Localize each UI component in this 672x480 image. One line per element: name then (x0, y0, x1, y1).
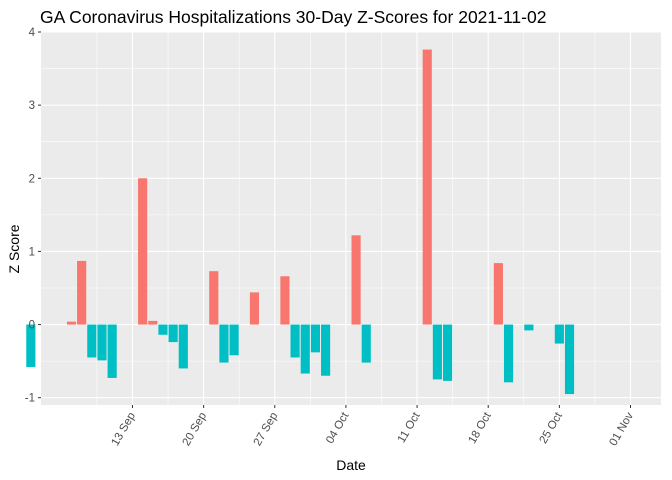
x-tick-label: 13 Sep (109, 411, 138, 449)
y-tick-label: 2 (29, 173, 35, 185)
y-axis: -1 0 1 2 3 4 (25, 27, 41, 405)
bar (107, 324, 117, 378)
x-axis: 13 Sep 20 Sep 27 Sep 04 Oct 11 Oct 18 Oct 25 O… (109, 405, 636, 448)
y-tick-label: 0 (29, 320, 35, 332)
bar (87, 324, 97, 358)
bar (493, 263, 503, 325)
y-tick-label: 4 (29, 27, 36, 39)
bar (209, 271, 219, 325)
bar (300, 324, 310, 374)
bar (351, 235, 361, 325)
x-tick-label: 20 Sep (181, 411, 210, 449)
x-tick-label: 11 Oct (396, 410, 423, 445)
bar (432, 324, 442, 380)
x-tick-label: 01 Nov (607, 410, 636, 448)
bar (168, 324, 178, 343)
x-tick-label: 18 Oct (466, 410, 494, 446)
bar (361, 324, 371, 363)
x-axis-label: Date (336, 457, 366, 473)
bar (229, 324, 239, 356)
bar (77, 260, 87, 325)
y-tick-label: 1 (29, 246, 35, 258)
bar (26, 324, 36, 367)
bar (66, 321, 77, 325)
bar (148, 320, 158, 325)
bar (524, 324, 534, 331)
y-tick-label: -1 (25, 393, 35, 405)
y-axis-label: Z Score (6, 224, 22, 273)
bar (138, 178, 148, 325)
bar (503, 324, 514, 383)
x-tick-label: 25 Oct (538, 410, 566, 446)
bar (290, 324, 300, 358)
bar (422, 49, 432, 325)
bar (219, 324, 229, 363)
bar (178, 324, 188, 369)
chart-title: GA Coronavirus Hospitalizations 30-Day Z… (40, 7, 546, 27)
bar (249, 292, 260, 325)
bar (564, 324, 575, 395)
bar (554, 324, 564, 344)
x-tick-label: 04 Oct (324, 410, 352, 446)
bar (321, 324, 331, 376)
bar (310, 324, 320, 353)
bar (158, 324, 168, 335)
bar (97, 324, 107, 361)
bar (280, 276, 290, 325)
bars-group (26, 49, 575, 395)
x-tick-label: 27 Sep (252, 411, 281, 449)
bar (442, 324, 453, 381)
y-tick-label: 3 (29, 100, 35, 112)
